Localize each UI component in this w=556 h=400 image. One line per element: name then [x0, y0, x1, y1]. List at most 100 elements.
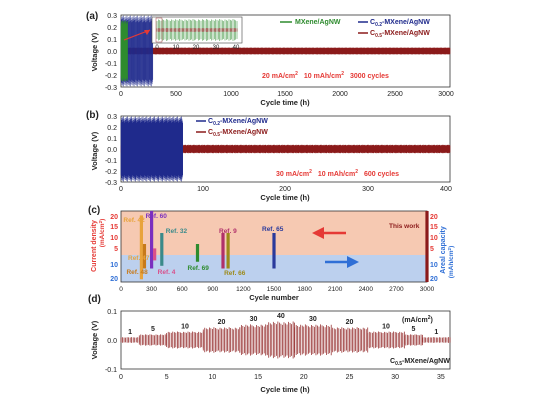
- panel-d-ytick: 0.1: [107, 309, 117, 316]
- panel-c-right-ticks-bottom: 10 20: [430, 262, 438, 283]
- panel-b: (b) 0.3 0.2 0.1 0.0 -0.1 -0.2 -0.3 Volta…: [86, 110, 452, 202]
- panel-d-xtick: 0: [119, 374, 123, 381]
- bar-ref65: [272, 233, 276, 269]
- trace-step: [330, 327, 369, 353]
- arrow-right-icon: [325, 256, 359, 268]
- panel-a-legend: MXene/AgNW C0.2-MXene/AgNW C0.5-MXene/Ag…: [280, 19, 430, 39]
- panel-c-xtick: 2700: [389, 286, 404, 293]
- panel-c-xtick: 900: [207, 286, 218, 293]
- panel-b-xtick: 100: [197, 186, 209, 193]
- panel-c-left-ticks: 20 15 10 5: [110, 214, 118, 253]
- panel-d-xtick: 10: [208, 374, 216, 381]
- rate-label: 5: [151, 326, 155, 333]
- panel-a-xlabel: Cycle time (h): [260, 98, 310, 107]
- rate-label: 20: [218, 319, 226, 326]
- legend-label-c05: C0.5-MXene/AgNW: [370, 30, 430, 39]
- legend-label-c02: C0.2-MXene/AgNW: [208, 118, 268, 127]
- panel-c-ylabel-left: Current density: [91, 220, 98, 272]
- rate-label: 1: [128, 329, 132, 336]
- bar-ref60: [150, 211, 154, 269]
- panel-b-ylabel: Voltage (V): [90, 131, 99, 170]
- bar-label: Ref. 60: [146, 213, 168, 220]
- inset-trace-darkred: [156, 28, 238, 32]
- rate-label: 10: [382, 323, 390, 330]
- panel-a-inset-xticks: 0 10 20 30 40: [155, 45, 240, 51]
- panel-c-ytick-right: 15: [430, 224, 438, 231]
- panel-b-xtick-labels: 0 100 200 300 400: [119, 186, 452, 193]
- panel-d-series-label: C0.5-MXene/AgNW: [390, 358, 450, 367]
- panel-d-ytick: 0.0: [107, 338, 117, 345]
- panel-d-xtick: 15: [254, 374, 262, 381]
- panel-d-ytick: -0.1: [105, 367, 117, 374]
- panel-b-ytick: -0.2: [105, 169, 117, 176]
- panel-c-ytick-bottom: 20: [110, 276, 118, 283]
- panel-b-ytick-labels: 0.3 0.2 0.1 0.0 -0.1 -0.2 -0.3: [105, 114, 117, 187]
- panel-a: (a) 0.3 0.2 0.1 0.0 -0.1 -0.2 -0.3 Volta…: [86, 11, 454, 107]
- panel-c-xtick: 1500: [267, 286, 282, 293]
- bar-label: This work: [389, 223, 420, 230]
- panel-a-ytick-labels: 0.3 0.2 0.1 0.0 -0.1 -0.2 -0.3: [105, 13, 117, 92]
- arrow-left-icon: [312, 227, 346, 239]
- trace-step: [266, 321, 295, 359]
- trace-step: [166, 331, 204, 349]
- panel-c-ytick-right: 5: [430, 246, 434, 253]
- rate-label: 20: [346, 319, 354, 326]
- panel-b-xtick: 300: [362, 186, 374, 193]
- bar-ref4: [153, 248, 157, 261]
- bar-ref9: [221, 233, 225, 269]
- bar-thiswork: [425, 211, 429, 282]
- panel-b-ytick: 0.3: [107, 114, 117, 121]
- panel-a-ytick: 0.2: [107, 25, 117, 32]
- trace-step: [294, 324, 332, 356]
- inset-xtick: 10: [173, 45, 180, 51]
- panel-a-ytick: 0.0: [107, 49, 117, 56]
- panel-d-xtick: 30: [391, 374, 399, 381]
- panel-c-ytick-top: 15: [110, 224, 118, 231]
- panel-d-letter: (d): [88, 294, 101, 305]
- panel-b-traces: [120, 116, 451, 182]
- panel-c-ytick-bottom: 10: [110, 262, 118, 269]
- panel-a-ytick: 0.3: [107, 13, 117, 20]
- panel-a-xtick: 2000: [332, 91, 348, 98]
- bar-label: Ref. 42: [123, 217, 145, 224]
- panel-c-ytick-top: 10: [110, 235, 118, 242]
- ref-47-label: Ref. 47: [128, 255, 150, 262]
- panel-c-ytick-right-bottom: 20: [430, 276, 438, 283]
- panel-a-plot: 0 10 20 30 40 MXene/AgNW C0.2-MXene/AgNW…: [120, 14, 451, 88]
- panel-c-xtick: 1800: [297, 286, 312, 293]
- inset-highlight: [155, 17, 163, 43]
- bar-label: Ref. 65: [262, 226, 284, 233]
- inset-xtick: 0: [155, 45, 159, 51]
- panel-d-rate-labels: 1 5 10 20 30 40 30 20 10 5 1: [128, 313, 438, 336]
- panel-c-ytick-top: 20: [110, 214, 118, 221]
- panel-a-xtick: 1000: [223, 91, 239, 98]
- panel-a-traces: [120, 15, 451, 87]
- inset-arrow-head: [144, 30, 150, 35]
- panel-c-xlabel: Cycle number: [249, 293, 299, 302]
- panel-c-ylabel-right: Areal capacity: [440, 226, 447, 274]
- panel-d-traces: [120, 321, 451, 359]
- bar-label: Ref. 9: [219, 228, 237, 235]
- panel-b-ytick: 0.2: [107, 125, 117, 132]
- panel-c-left-ticks-bottom: 10 20: [110, 262, 118, 283]
- panel-a-ylabel: Voltage (V): [90, 32, 99, 71]
- legend-label-mxene: MXene/AgNW: [295, 19, 341, 26]
- panel-d-unit: (mA/cm2): [402, 315, 433, 324]
- trace-c02-mxene: [120, 116, 183, 182]
- panel-a-conditions: 20 mA/cm2 10 mAh/cm2 3000 cycles: [262, 71, 389, 80]
- trace-step: [120, 337, 140, 343]
- panel-c-ytick-right-bottom: 10: [430, 262, 438, 269]
- trace-step: [202, 327, 241, 353]
- panel-c-xtick: 2100: [328, 286, 343, 293]
- bar-label: Ref. 4: [158, 269, 176, 276]
- panel-c-xtick: 300: [146, 286, 157, 293]
- panel-c-xtick: 0: [119, 286, 123, 293]
- trace-step: [403, 334, 423, 346]
- bar-ref48: [142, 244, 147, 269]
- panel-b-xtick: 0: [119, 186, 123, 193]
- panel-a-ytick: -0.1: [105, 61, 117, 68]
- rate-label: 40: [277, 313, 285, 320]
- inset-xtick: 40: [233, 45, 240, 51]
